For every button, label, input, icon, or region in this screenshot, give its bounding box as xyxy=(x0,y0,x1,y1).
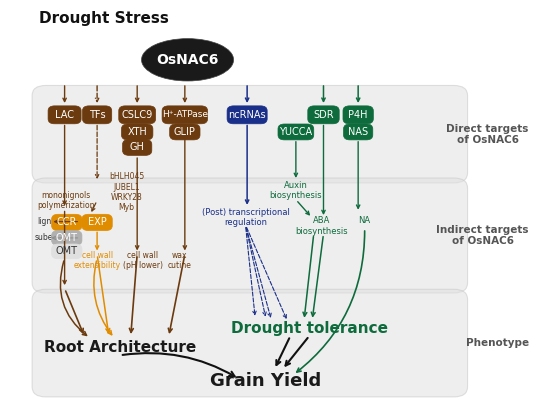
Text: cell wall
extensibility: cell wall extensibility xyxy=(73,251,121,270)
Text: Grain Yield: Grain Yield xyxy=(211,372,321,390)
Text: EXP: EXP xyxy=(88,218,106,227)
FancyBboxPatch shape xyxy=(278,124,314,140)
FancyBboxPatch shape xyxy=(227,106,267,124)
FancyBboxPatch shape xyxy=(52,231,82,245)
FancyBboxPatch shape xyxy=(344,124,373,140)
Text: Phenotype: Phenotype xyxy=(466,338,529,348)
Text: bHLH045
JUBEL1
WRKY28
Myb: bHLH045 JUBEL1 WRKY28 Myb xyxy=(109,172,144,212)
FancyBboxPatch shape xyxy=(52,244,82,259)
FancyBboxPatch shape xyxy=(48,106,81,124)
FancyBboxPatch shape xyxy=(52,214,82,231)
FancyBboxPatch shape xyxy=(123,139,152,155)
FancyBboxPatch shape xyxy=(162,106,207,124)
Text: LAC: LAC xyxy=(55,110,74,120)
Text: GLIP: GLIP xyxy=(174,127,196,137)
FancyBboxPatch shape xyxy=(122,124,153,140)
Text: Drought Stress: Drought Stress xyxy=(39,11,168,26)
Text: Drought tolerance: Drought tolerance xyxy=(231,321,388,336)
Text: TFs: TFs xyxy=(89,110,105,120)
Text: lignin: lignin xyxy=(37,217,59,226)
Text: mononignols
polymerization: mononignols polymerization xyxy=(37,191,95,210)
Ellipse shape xyxy=(142,38,233,81)
FancyBboxPatch shape xyxy=(119,106,156,124)
Text: SDR: SDR xyxy=(313,110,334,120)
Text: Indirect targets
of OsNAC6: Indirect targets of OsNAC6 xyxy=(436,225,529,246)
FancyBboxPatch shape xyxy=(83,106,112,124)
Text: CSLC9: CSLC9 xyxy=(122,110,153,120)
FancyBboxPatch shape xyxy=(32,85,468,183)
Text: wax
cutine: wax cutine xyxy=(167,251,191,270)
Text: GH: GH xyxy=(130,142,144,153)
Text: suberin: suberin xyxy=(35,234,64,243)
Text: Root Architecture: Root Architecture xyxy=(44,340,196,355)
Text: Direct targets
of OsNAC6: Direct targets of OsNAC6 xyxy=(446,124,529,145)
Text: H⁺-ATPase: H⁺-ATPase xyxy=(162,110,208,119)
Text: Auxin
biosynthesis: Auxin biosynthesis xyxy=(269,180,322,200)
Text: YUCCA: YUCCA xyxy=(279,127,312,137)
Text: ABA
biosynthesis: ABA biosynthesis xyxy=(295,216,348,236)
Text: OMT: OMT xyxy=(56,233,78,243)
Text: OMT: OMT xyxy=(56,246,78,256)
Text: CCR: CCR xyxy=(56,218,77,227)
FancyBboxPatch shape xyxy=(343,106,374,124)
Text: OsNAC6: OsNAC6 xyxy=(156,53,219,67)
Text: P4H: P4H xyxy=(349,110,368,120)
FancyBboxPatch shape xyxy=(308,106,339,124)
Text: NAS: NAS xyxy=(348,127,368,137)
FancyBboxPatch shape xyxy=(169,124,200,140)
FancyBboxPatch shape xyxy=(32,178,468,293)
Text: (Post) transcriptional
regulation: (Post) transcriptional regulation xyxy=(201,208,289,227)
Text: ncRNAs: ncRNAs xyxy=(228,110,266,120)
FancyBboxPatch shape xyxy=(82,214,112,231)
Text: cell wall
(pH lower): cell wall (pH lower) xyxy=(123,251,162,270)
Text: XTH: XTH xyxy=(127,127,147,137)
FancyBboxPatch shape xyxy=(32,289,468,397)
Text: NA: NA xyxy=(358,216,371,225)
